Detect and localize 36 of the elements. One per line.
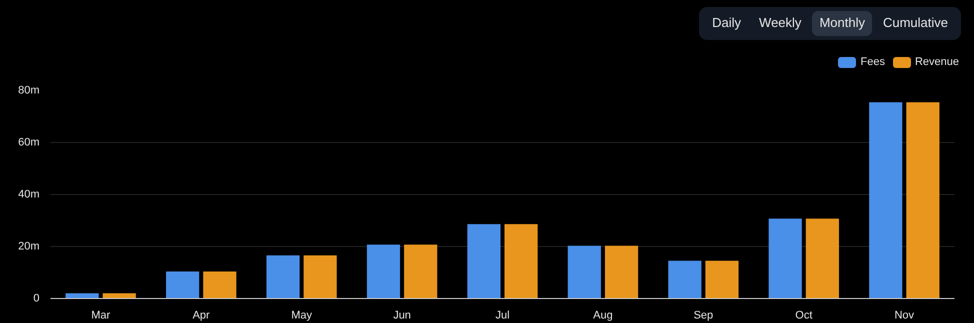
x-tick-label: Sep [694,310,714,322]
bar [869,102,902,298]
bar [568,246,601,298]
legend-label: Revenue [914,55,959,70]
y-tick-label: 20m [18,240,40,252]
bar [166,271,200,298]
bar [467,224,500,298]
y-tick-label: 0 [33,292,40,304]
y-tick-label: 60m [18,136,40,148]
bar [768,218,802,298]
legend-label: Fees [859,55,885,70]
x-tick-label: Jul [495,310,510,322]
y-tick-label: 80m [18,84,40,96]
text: Daily [711,14,742,32]
x-tick-label: Oct [795,310,812,322]
bar [404,244,438,298]
bar [366,244,400,298]
y-tick-label: 40m [18,188,40,200]
bar [604,246,638,298]
x-tick-label: Jun [393,310,411,322]
x-tick-label: Aug [593,310,613,322]
bar [705,260,739,298]
text: Weekly [758,14,802,32]
x-tick-label: Mar [91,310,111,322]
x-tick-label: Nov [894,310,915,322]
text: Cumulative [882,14,949,32]
bar [304,255,337,298]
bar [906,102,940,298]
bar [668,260,702,298]
x-tick-label: Apr [192,310,210,322]
x-tick-label: May [291,310,312,322]
bar [806,218,839,298]
bar [203,271,236,298]
bar [504,224,538,298]
bar [266,255,300,298]
text: Monthly [812,11,872,36]
